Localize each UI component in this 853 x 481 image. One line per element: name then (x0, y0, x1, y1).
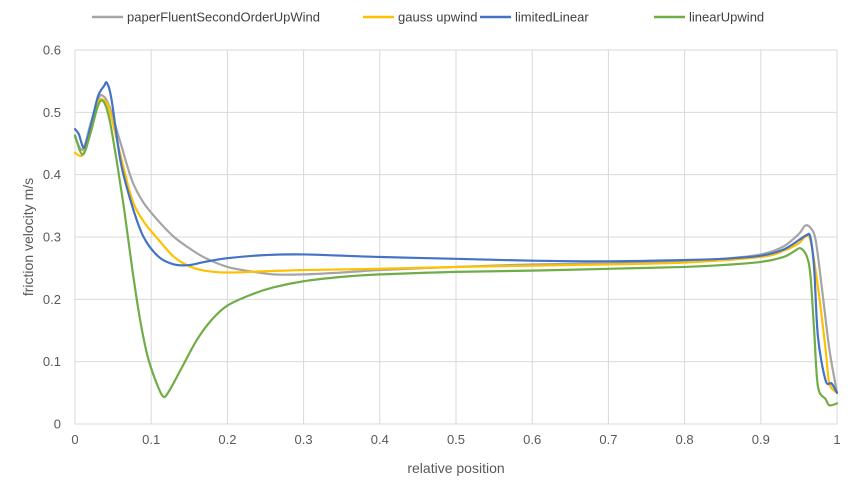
x-tick-label: 0.2 (218, 432, 236, 447)
x-tick-label: 1 (833, 432, 840, 447)
x-tick-label: 0.6 (523, 432, 541, 447)
y-tick-label: 0.2 (43, 292, 61, 307)
y-tick-label: 0.6 (43, 43, 61, 58)
legend-label-linearupwind: linearUpwind (689, 10, 764, 25)
gridlines (74, 49, 838, 425)
x-tick-label: 0.3 (295, 432, 313, 447)
y-tick-label: 0.5 (43, 105, 61, 120)
legend: paperFluentSecondOrderUpWind gauss upwind… (92, 10, 764, 25)
legend-label-limitedlinear: limitedLinear (515, 10, 589, 25)
y-tick-label: 0.3 (43, 230, 61, 245)
x-tick-label: 0.5 (447, 432, 465, 447)
legend-label-gauss-upwind: gauss upwind (398, 10, 478, 25)
x-tick-label: 0.7 (599, 432, 617, 447)
y-tick-label: 0.4 (43, 167, 61, 182)
x-tick-label: 0.1 (142, 432, 160, 447)
series-line-limitedlinear (73, 81, 839, 394)
x-tick-label: 0.4 (371, 432, 389, 447)
y-axis-title: friction velocity m/s (20, 178, 36, 296)
legend-label-paperfluentsecondorderupwind: paperFluentSecondOrderUpWind (127, 10, 320, 25)
x-tick-label: 0 (71, 432, 78, 447)
x-tick-label: 0.9 (752, 432, 770, 447)
x-axis-title: relative position (407, 460, 504, 476)
series-line-linearupwind (73, 99, 839, 407)
y-tick-label: 0.1 (43, 354, 61, 369)
y-tick-label: 0 (54, 417, 61, 432)
axes: 0 0.1 0.2 0.3 0.4 0.5 0.6 0 0.1 0.2 0.3 0.4 0.5 0.6 0.… (43, 43, 841, 448)
series-lines (73, 81, 839, 407)
x-tick-label: 0.8 (676, 432, 694, 447)
